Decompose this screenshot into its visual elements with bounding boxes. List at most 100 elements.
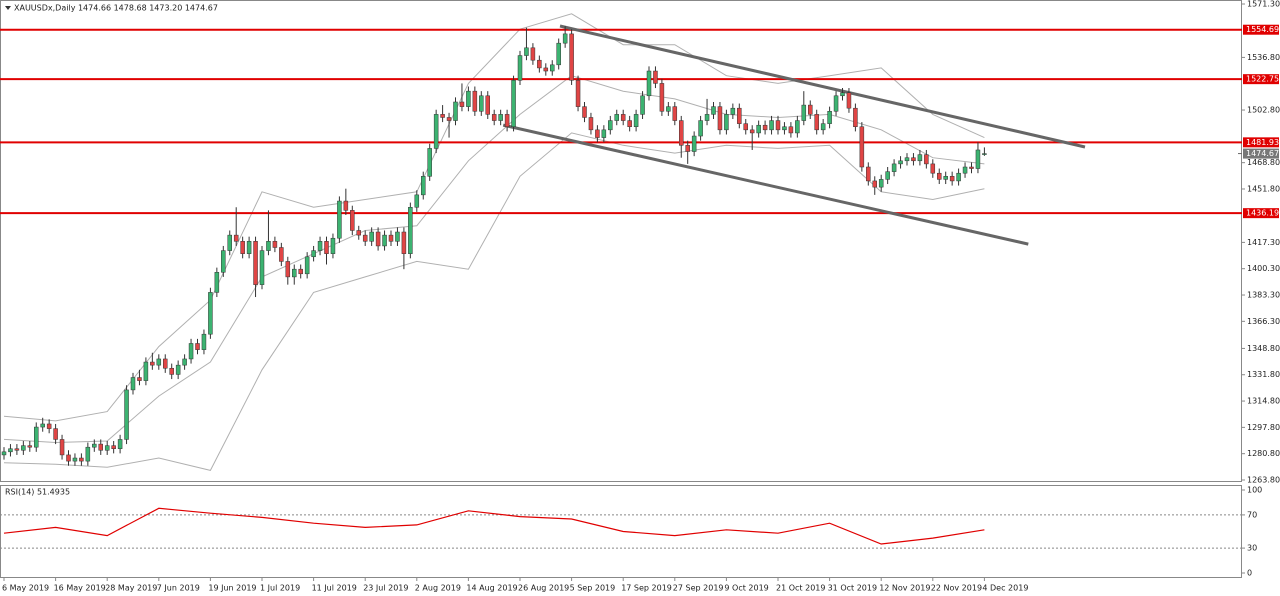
candle-body: [808, 104, 813, 115]
x-tick-label: 27 Sep 2019: [673, 584, 724, 593]
band-upper: [3, 13, 985, 422]
candle-body: [511, 80, 516, 128]
x-tick-label: 12 Nov 2019: [879, 584, 930, 593]
candle-body: [866, 166, 871, 182]
candle-body: [608, 120, 613, 131]
x-tick-label: 11 Jul 2019: [312, 584, 357, 593]
candle-body: [582, 106, 587, 118]
y-tick-label: 1383.30: [1247, 291, 1280, 300]
trendline: [502, 123, 1029, 246]
candle-body: [233, 234, 239, 242]
candle-body: [188, 343, 194, 360]
candle-body: [104, 445, 110, 451]
candle-body: [8, 448, 13, 453]
candle-body: [588, 117, 594, 131]
level-label: 1481.93: [1246, 138, 1279, 147]
candle-body: [820, 123, 826, 131]
candle-body: [704, 114, 710, 121]
x-tick-label: 26 Aug 2019: [518, 584, 569, 593]
x-tick-label: 4 Dec 2019: [982, 584, 1028, 593]
candle-body: [943, 176, 948, 180]
candle-body: [614, 114, 619, 121]
candle-body: [40, 423, 45, 428]
candle-body: [724, 114, 729, 131]
candle-body: [330, 237, 336, 254]
chart-title: XAUUSDx,Daily 1474.66 1478.68 1473.20 14…: [14, 4, 218, 13]
candle-body: [182, 358, 187, 366]
candle-body: [143, 361, 149, 381]
candle-body: [479, 95, 484, 112]
candle-body: [369, 231, 374, 242]
candle-body: [762, 124, 768, 131]
candle-body: [640, 95, 645, 115]
candle-body: [446, 117, 452, 121]
candle-body: [878, 179, 884, 188]
candle-body: [530, 47, 536, 61]
y-tick-label: 1536.80: [1247, 53, 1280, 62]
candle-body: [285, 261, 291, 278]
candle-body: [266, 241, 271, 251]
candle-body: [930, 163, 936, 174]
candle-body: [537, 59, 542, 69]
candle-body: [317, 241, 323, 251]
candle-body: [795, 120, 800, 134]
candle-body: [459, 101, 465, 107]
candle-body: [259, 250, 265, 285]
candle-body: [137, 377, 142, 381]
candle-body: [730, 107, 736, 115]
candle-body: [775, 120, 781, 131]
rsi-tick-label: 30: [1247, 544, 1257, 553]
level-label-bg: [1243, 208, 1279, 219]
x-tick-label: 16 May 2019: [54, 584, 106, 593]
trendline: [559, 24, 1086, 149]
candle-body: [46, 423, 52, 429]
candle-body: [343, 200, 349, 211]
candle-body: [956, 172, 961, 182]
candle-body: [633, 114, 639, 128]
candle-body: [163, 358, 168, 369]
y-tick-label: 1400.30: [1247, 264, 1280, 273]
candle-body: [853, 107, 858, 128]
candle-body: [917, 154, 923, 162]
candle-body: [627, 120, 632, 128]
candle-body: [375, 231, 381, 247]
candle-body: [756, 124, 761, 134]
level-label-bg: [1243, 137, 1279, 148]
candle-body: [595, 129, 600, 138]
x-tick-label: 2 Aug 2019: [415, 584, 461, 593]
rsi-tick-label: 100: [1247, 486, 1262, 495]
level-label: 1436.19: [1246, 209, 1279, 218]
x-tick-label: 9 Oct 2019: [724, 584, 768, 593]
x-tick-label: 6 May 2019: [2, 584, 49, 593]
level-label-bg: [1243, 24, 1279, 35]
candle-body: [569, 33, 574, 81]
candle-body: [401, 231, 407, 254]
candle-body: [620, 114, 626, 121]
candle-body: [85, 446, 91, 462]
candle-body: [201, 333, 207, 350]
candle-body: [117, 439, 123, 449]
candle-body: [666, 106, 671, 112]
x-tick-label: 5 Sep 2019: [570, 584, 616, 593]
candle-body: [311, 250, 316, 258]
candle-body: [601, 129, 607, 138]
candle-body: [292, 268, 297, 278]
candle-body: [356, 230, 361, 236]
candle-body: [698, 120, 703, 137]
candle-body: [350, 210, 355, 231]
candle-body: [904, 157, 910, 162]
candle-body: [59, 439, 65, 456]
x-tick-label: 7 Jun 2019: [157, 584, 200, 593]
x-tick-label: 21 Oct 2019: [776, 584, 825, 593]
candle-body: [788, 126, 794, 134]
level-label-bg: [1243, 74, 1279, 85]
candle-body: [491, 114, 497, 121]
candle-body: [717, 106, 723, 131]
candle-body: [898, 160, 903, 165]
candle-body: [846, 92, 852, 109]
candle-body: [749, 129, 755, 134]
candle-body: [388, 234, 394, 242]
candle-body: [362, 234, 368, 242]
candle-body: [814, 114, 819, 131]
